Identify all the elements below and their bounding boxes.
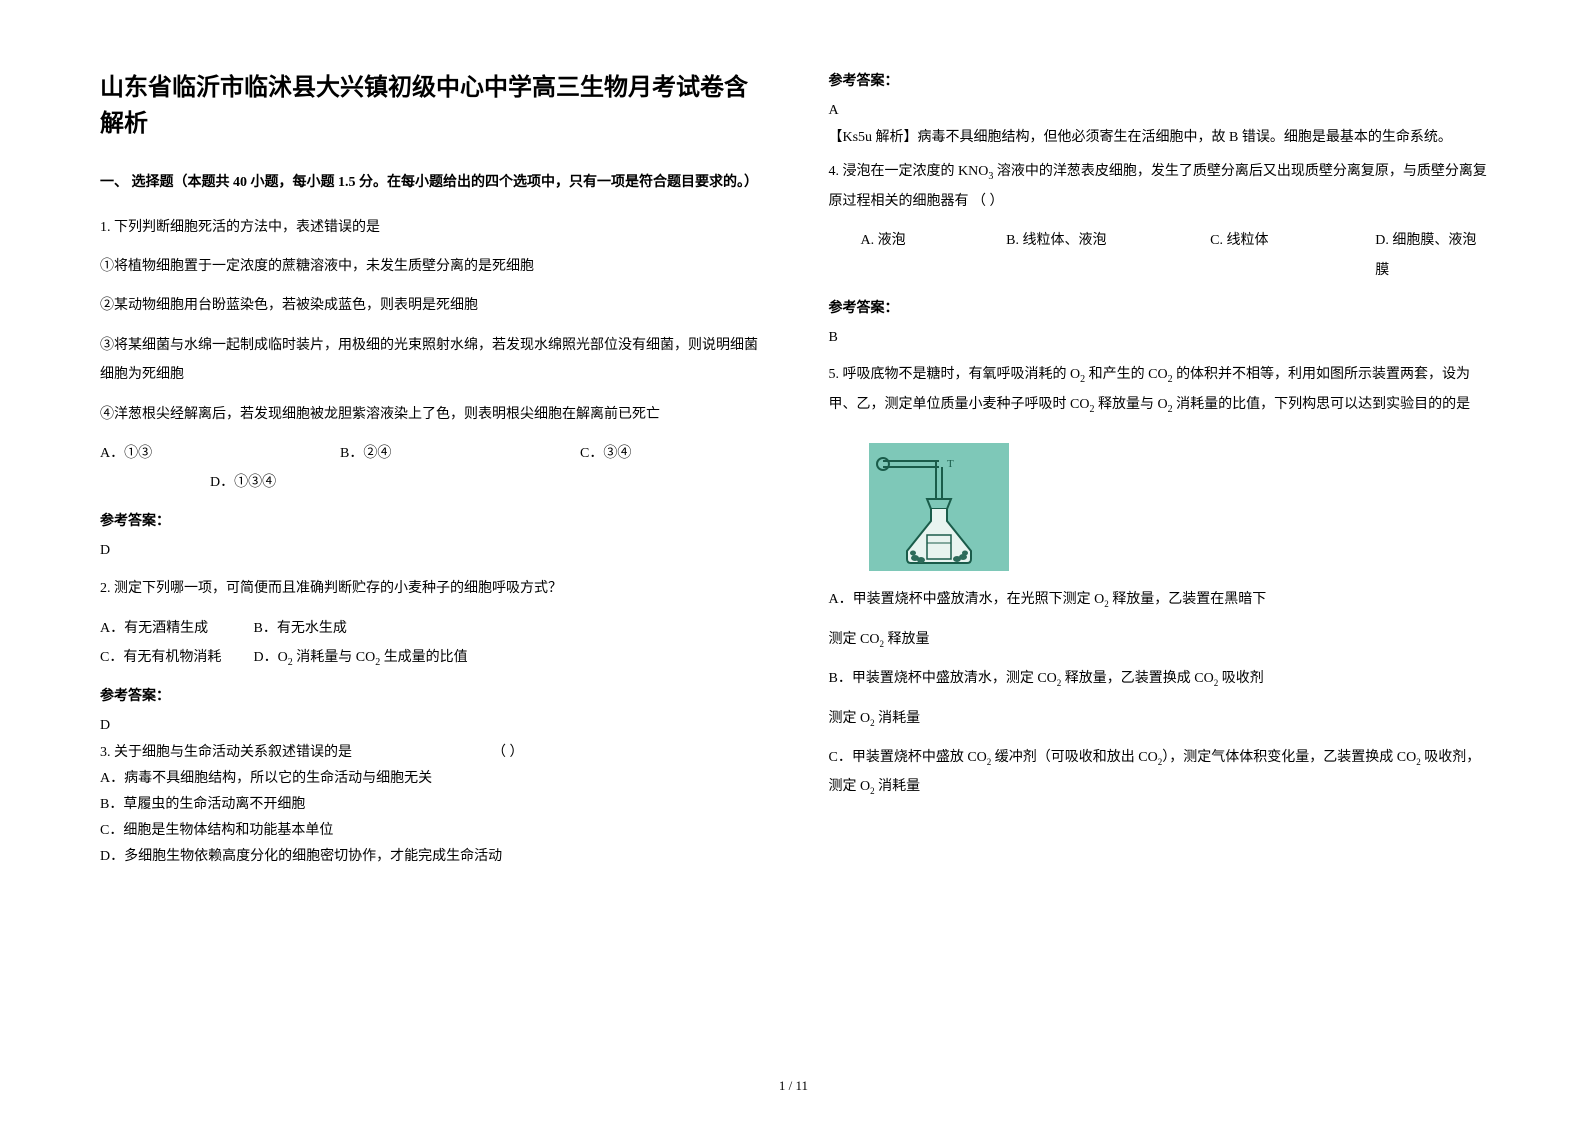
q4-answer: B: [829, 325, 1488, 352]
answer-label-1: 参考答案：: [100, 510, 759, 530]
q1-answer: D: [100, 538, 759, 565]
q3-explanation: 【Ks5u 解析】病毒不具细胞结构，但他必须寄生在活细胞中，故 B 错误。细胞是…: [829, 125, 1488, 152]
q1-sub4: ④洋葱根尖经解离后，若发现细胞被龙胆紫溶液染上了色，则表明根尖细胞在解离前已死亡: [100, 400, 759, 429]
answer-label-2: 参考答案：: [100, 685, 759, 705]
q2-optB: B．有无水生成: [254, 621, 347, 636]
q1-stem: 1. 下列判断细胞死活的方法中，表述错误的是: [100, 213, 759, 242]
q3-answer: A: [829, 98, 1488, 125]
q1-optD: D．①③④: [100, 468, 759, 497]
section-1-head: 一、 选择题（本题共 40 小题，每小题 1.5 分。在每小题给出的四个选项中，…: [100, 170, 759, 197]
q5-optC: C．甲装置烧杯中盛放 CO2 缓冲剂（可吸收和放出 CO2），测定气体体积变化量…: [829, 743, 1488, 802]
answer-label-4: 参考答案：: [829, 297, 1488, 317]
q4-optB: B. 线粒体、液泡: [1006, 226, 1210, 285]
q4-stem: 4. 浸泡在一定浓度的 KNO3 溶液中的洋葱表皮细胞，发生了质壁分离后又出现质…: [829, 157, 1488, 216]
q4-optD: D. 细胞膜、液泡膜: [1375, 226, 1487, 285]
q3-optA: A．病毒不具细胞结构，所以它的生命活动与细胞无关: [100, 767, 759, 791]
exam-title: 山东省临沂市临沭县大兴镇初级中心中学高三生物月考试卷含解析: [100, 70, 759, 142]
q2-optC: C．有无有机物消耗: [100, 643, 250, 672]
q1-sub2: ②某动物细胞用台盼蓝染色，若被染成蓝色，则表明是死细胞: [100, 291, 759, 320]
q4-options: A. 液泡 B. 线粒体、液泡 C. 线粒体 D. 细胞膜、液泡膜: [829, 226, 1488, 285]
q5-stem: 5. 呼吸底物不是糖时，有氧呼吸消耗的 O2 和产生的 CO2 的体积并不相等，…: [829, 360, 1488, 420]
q2-answer: D: [100, 713, 759, 740]
q4-optA: A. 液泡: [861, 226, 1007, 285]
q5-optB-line2: 测定 O2 消耗量: [829, 704, 1488, 733]
q1-optC: C．③④: [580, 439, 631, 468]
q1-optB: B．②④: [340, 439, 580, 468]
q2-optA: A．有无酒精生成: [100, 614, 250, 643]
svg-text:T: T: [947, 458, 954, 470]
q5-optB: B．甲装置烧杯中盛放清水，测定 CO2 释放量，乙装置换成 CO2 吸收剂: [829, 664, 1488, 693]
apparatus-diagram: T: [869, 443, 1009, 571]
page-footer: 1 / 11: [0, 1078, 1587, 1094]
q2-options-row1: A．有无酒精生成 B．有无水生成: [100, 614, 759, 643]
q5-optA: A．甲装置烧杯中盛放清水，在光照下测定 O2 释放量，乙装置在黑暗下: [829, 585, 1488, 614]
q3-optC: C．细胞是生物体结构和功能基本单位: [100, 819, 759, 843]
q1-optA: A．①③: [100, 439, 340, 468]
q3-optB: B．草履虫的生命活动离不开细胞: [100, 793, 759, 817]
q2-stem: 2. 测定下列哪一项，可简便而且准确判断贮存的小麦种子的细胞呼吸方式？: [100, 574, 759, 603]
q2-optD: D．O2 消耗量与 CO2 生成量的比值: [254, 650, 468, 665]
q5-optA-line2: 测定 CO2 释放量: [829, 625, 1488, 654]
q3-optD: D．多细胞生物依赖高度分化的细胞密切协作，才能完成生命活动: [100, 845, 759, 869]
q1-sub1: ①将植物细胞置于一定浓度的蔗糖溶液中，未发生质壁分离的是死细胞: [100, 252, 759, 281]
q3-stem: 3. 关于细胞与生命活动关系叙述错误的是（ ）: [100, 741, 759, 765]
q1-sub3: ③将某细菌与水绵一起制成临时装片，用极细的光束照射水绵，若发现水绵照光部位没有细…: [100, 331, 759, 390]
answer-label-3: 参考答案：: [829, 70, 1488, 90]
q2-options-row2: C．有无有机物消耗 D．O2 消耗量与 CO2 生成量的比值: [100, 643, 759, 673]
q4-optC: C. 线粒体: [1210, 226, 1375, 285]
q1-options: A．①③ B．②④ C．③④ D．①③④: [100, 439, 759, 498]
